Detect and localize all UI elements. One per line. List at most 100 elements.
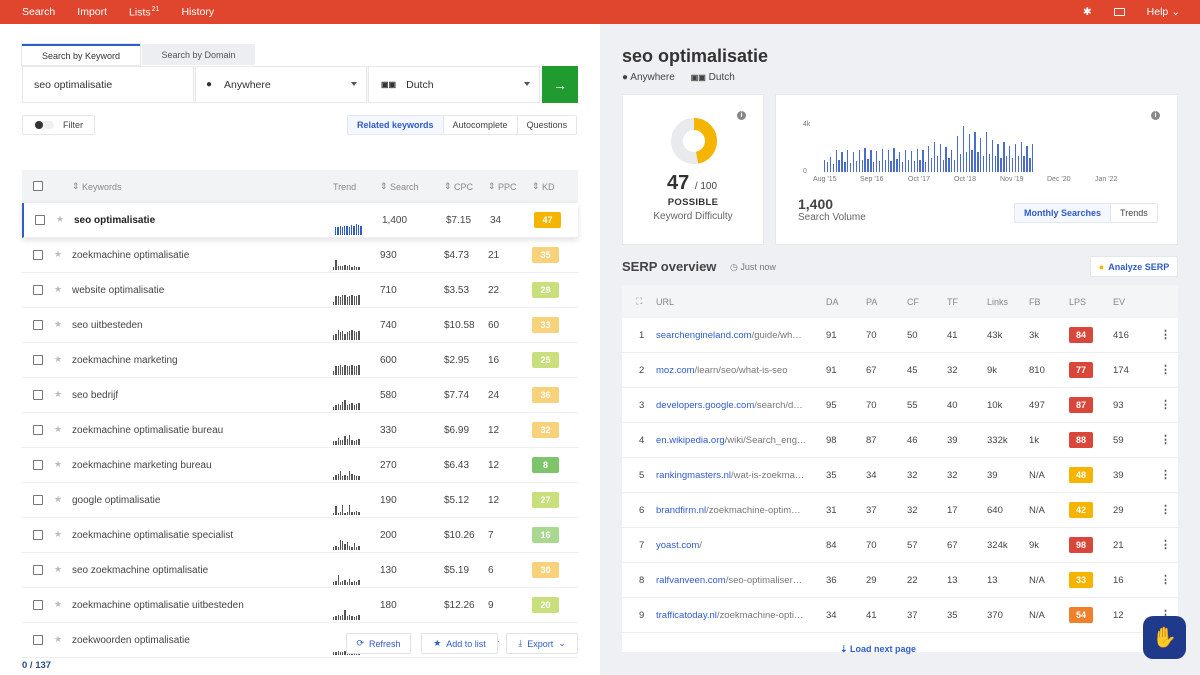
col-da[interactable]: DA [826,296,839,307]
serp-row[interactable]: 3 developers.google.com/search/d… 95 70 … [622,388,1178,423]
export-button[interactable]: ⤓ Export ⌄ [506,633,578,654]
star-icon[interactable]: ★ [54,284,63,294]
tab-questions[interactable]: Questions [516,116,577,134]
tab-related-keywords[interactable]: Related keywords [348,116,443,134]
more-options-icon[interactable]: ⋮ [1160,434,1171,446]
keyword-row[interactable]: ★ seo bedrijf 580 $7.74 24 36 [22,378,578,413]
tab-trends[interactable]: Trends [1120,208,1148,218]
keyword-text[interactable]: zoekmachine optimalisatie bureau [72,424,224,436]
col-lps[interactable]: LPS [1069,296,1087,307]
tab-search-by-keyword[interactable]: Search by Keyword [22,44,140,65]
tab-monthly-searches[interactable]: Monthly Searches [1015,204,1112,222]
analyze-serp-button[interactable]: ● Analyze SERP [1090,256,1178,277]
row-checkbox[interactable] [33,495,43,505]
search-go-button[interactable]: → [542,66,578,103]
more-options-icon[interactable]: ⋮ [1160,469,1171,481]
expand-icon[interactable]: ⛶ [636,296,643,306]
result-url[interactable]: trafficatoday.nl/zoekmachine-opti… [656,598,816,632]
tab-search-by-domain[interactable]: Search by Domain [142,44,255,65]
col-cf[interactable]: CF [907,296,919,307]
col-pa[interactable]: PA [866,296,878,307]
more-options-icon[interactable]: ⋮ [1160,329,1171,341]
col-ppc[interactable]: ⇕ PPC [488,181,517,192]
filter-toggle[interactable]: Filter [22,115,95,135]
row-checkbox[interactable] [33,460,43,470]
result-url[interactable]: rankingmasters.nl/wat-is-zoekma… [656,458,816,492]
keyword-text[interactable]: google optimalisatie [72,494,161,506]
star-icon[interactable]: ★ [54,564,63,574]
row-checkbox[interactable] [33,285,43,295]
row-checkbox[interactable] [33,425,43,435]
star-icon[interactable]: ★ [54,424,63,434]
result-url[interactable]: ralfvanveen.com/seo-optimaliser… [656,563,816,597]
more-options-icon[interactable]: ⋮ [1160,399,1171,411]
star-icon[interactable]: ★ [54,319,63,329]
info-icon[interactable]: i [1151,111,1160,120]
row-checkbox[interactable] [33,355,43,365]
select-all-checkbox[interactable] [33,181,43,191]
keyword-text[interactable]: zoekmachine optimalisatie specialist [72,529,234,541]
result-url[interactable]: brandfirm.nl/zoekmachine-optim… [656,493,816,527]
keyword-text[interactable]: zoekmachine marketing bureau [72,459,212,471]
nav-lists[interactable]: Lists21 [129,5,160,19]
result-url[interactable]: searchengineland.com/guide/wh… [656,318,816,352]
star-icon[interactable]: ★ [54,249,63,259]
chat-support-button[interactable]: ✋ [1143,616,1186,659]
add-to-list-button[interactable]: ★ Add to list [421,633,498,654]
col-search[interactable]: ⇕ Search [380,181,419,192]
star-icon[interactable]: ★ [54,389,63,399]
row-checkbox[interactable] [33,635,43,645]
keyword-input[interactable]: seo optimalisatie [22,66,194,103]
nav-history[interactable]: History [181,6,215,18]
keyword-row[interactable]: ★ seo zoekmachine optimalisatie 130 $5.1… [22,553,578,588]
keyword-row[interactable]: ★ zoekmachine marketing 600 $2.95 16 25 [22,343,578,378]
serp-row[interactable]: 9 trafficatoday.nl/zoekmachine-opti… 34 … [622,598,1178,633]
keyword-row[interactable]: ★ google optimalisatie 190 $5.12 12 27 [22,483,578,518]
keyword-text[interactable]: seo optimalisatie [74,214,156,226]
nav-search[interactable]: Search [22,6,56,18]
keyword-text[interactable]: zoekmachine optimalisatie uitbesteden [72,599,244,611]
keyword-row[interactable]: ★ zoekmachine optimalisatie uitbesteden … [22,588,578,623]
row-checkbox[interactable] [33,565,43,575]
col-ev[interactable]: EV [1113,296,1126,307]
location-select[interactable]: ● Anywhere [195,66,367,103]
more-options-icon[interactable]: ⋮ [1160,364,1171,376]
more-options-icon[interactable]: ⋮ [1160,609,1171,621]
result-url[interactable]: moz.com/learn/seo/what-is-seo [656,353,816,387]
star-icon[interactable]: ★ [54,494,63,504]
keyboard-icon[interactable] [1113,8,1125,16]
star-icon[interactable]: ★ [54,529,63,539]
row-checkbox[interactable] [33,250,43,260]
serp-row[interactable]: 2 moz.com/learn/seo/what-is-seo 91 67 45… [622,353,1178,388]
keyword-row[interactable]: ★ zoekmachine optimalisatie bureau 330 $… [22,413,578,448]
row-checkbox[interactable] [33,320,43,330]
row-checkbox[interactable] [35,215,45,225]
keyword-row[interactable]: ★ zoekmachine marketing bureau 270 $6.43… [22,448,578,483]
col-fb[interactable]: FB [1029,296,1041,307]
result-url[interactable]: yoast.com / [656,528,816,562]
refresh-button[interactable]: ⟳ Refresh [346,633,411,654]
star-icon[interactable]: ★ [56,214,65,224]
keyword-text[interactable]: seo uitbesteden [72,319,143,331]
serp-row[interactable]: 1 searchengineland.com/guide/wh… 91 70 5… [622,318,1178,353]
serp-row[interactable]: 8 ralfvanveen.com/seo-optimaliser… 36 29… [622,563,1178,598]
serp-row[interactable]: 7 yoast.com/ 84 70 57 67 324k 9k 98 21 ⋮ [622,528,1178,563]
gear-icon[interactable]: ✱ [1082,6,1092,18]
language-select[interactable]: ▣▣ Dutch [368,66,540,103]
info-icon[interactable]: i [737,111,746,120]
tab-autocomplete[interactable]: Autocomplete [442,116,517,134]
nav-import[interactable]: Import [77,6,108,18]
keyword-row[interactable]: ★ website optimalisatie 710 $3.53 22 29 [22,273,578,308]
more-options-icon[interactable]: ⋮ [1160,574,1171,586]
star-icon[interactable]: ★ [54,459,63,469]
serp-row[interactable]: 6 brandfirm.nl/zoekmachine-optim… 31 37 … [622,493,1178,528]
keyword-row[interactable]: ★ seo uitbesteden 740 $10.58 60 33 [22,308,578,343]
result-url[interactable]: en.wikipedia.org/wiki/Search_eng… [656,423,816,457]
col-links[interactable]: Links [987,296,1009,307]
col-keywords[interactable]: ⇕ Keywords [72,181,122,192]
keyword-text[interactable]: zoekwoorden optimalisatie [72,634,190,646]
row-checkbox[interactable] [33,390,43,400]
keyword-text[interactable]: zoekmachine marketing [72,354,178,366]
result-url[interactable]: developers.google.com/search/d… [656,388,816,422]
row-checkbox[interactable] [33,600,43,610]
